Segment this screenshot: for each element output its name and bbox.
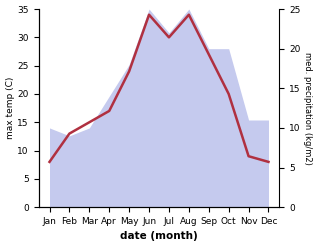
Y-axis label: max temp (C): max temp (C) (5, 77, 15, 139)
Y-axis label: med. precipitation (kg/m2): med. precipitation (kg/m2) (303, 52, 313, 165)
X-axis label: date (month): date (month) (120, 231, 198, 242)
